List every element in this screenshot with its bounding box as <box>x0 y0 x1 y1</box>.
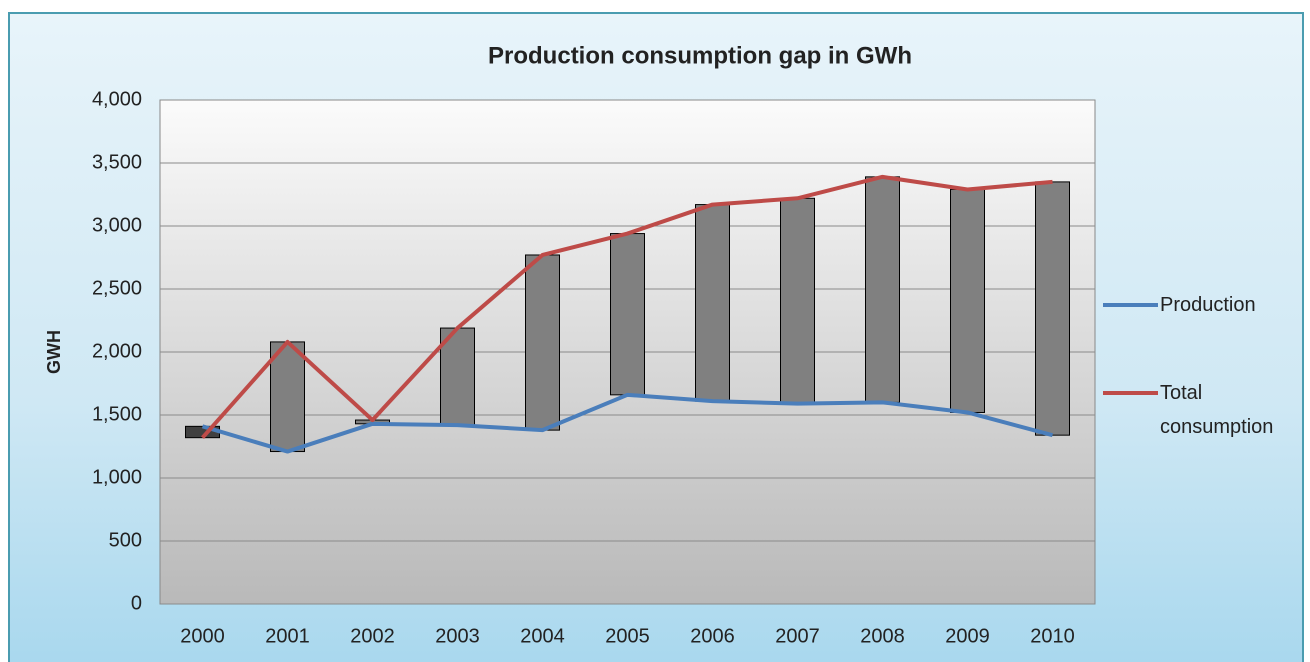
up-down-bar <box>865 176 900 403</box>
y-tick-label: 2,000 <box>92 340 142 362</box>
x-tick-label: 2008 <box>860 625 905 647</box>
x-tick-label: 2003 <box>435 625 480 647</box>
x-tick-label: 2009 <box>945 625 990 647</box>
up-down-bar <box>610 233 645 396</box>
legend-label: Production <box>1160 294 1256 316</box>
series-line <box>201 174 1053 440</box>
y-tick-label: 3,000 <box>92 214 142 236</box>
y-axis-label: GWH <box>44 330 64 374</box>
up-down-bar <box>270 341 305 453</box>
up-down-bar <box>950 188 985 413</box>
x-tick-label: 2001 <box>265 625 310 647</box>
legend-label: Total consumption <box>1160 382 1274 438</box>
y-tick-label: 3,500 <box>92 151 142 173</box>
y-tick-label: 2,500 <box>92 277 142 299</box>
up-down-bar <box>695 204 730 402</box>
y-tick-label: 4,000 <box>92 88 142 110</box>
y-tick-label: 1,500 <box>92 403 142 425</box>
y-tick-label: 500 <box>109 529 142 551</box>
y-tick-label: 1,000 <box>92 466 142 488</box>
x-tick-label: 2010 <box>1030 625 1075 647</box>
y-tick-label: 0 <box>131 592 142 614</box>
up-down-bar <box>780 197 815 405</box>
x-tick-label: 2005 <box>605 625 650 647</box>
chart-title: Production consumption gap in GWh <box>488 42 912 69</box>
x-tick-label: 2006 <box>690 625 735 647</box>
x-tick-label: 2002 <box>350 625 395 647</box>
up-down-bar <box>525 254 560 431</box>
x-tick-label: 2000 <box>180 625 225 647</box>
x-tick-label: 2004 <box>520 625 565 647</box>
up-down-bar <box>1035 181 1070 436</box>
x-tick-label: 2007 <box>775 625 820 647</box>
series-line <box>201 392 1054 454</box>
